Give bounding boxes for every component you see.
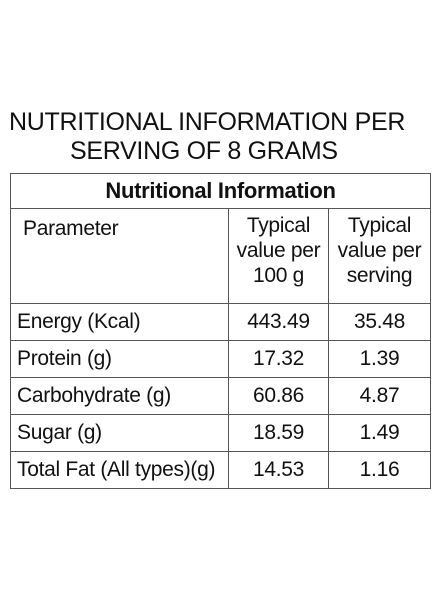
header-per-serving-line: serving [346,264,413,287]
table-row: Energy (Kcal) 443.49 35.48 [10,303,432,341]
row-per-100g: 17.32 [228,340,329,378]
table-row: Sugar (g) 18.59 1.49 [10,414,432,452]
row-per-serving: 4.87 [327,377,432,415]
row-per-100g: 60.86 [228,377,329,415]
header-per-serving-line: Typical [347,214,412,237]
row-name: Carbohydrate (g) [10,377,229,415]
page-heading: NUTRITIONAL INFORMATION PER SERVING OF 8… [0,108,442,166]
heading-line-1: NUTRITIONAL INFORMATION PER [9,108,406,136]
row-name: Sugar (g) [10,414,229,452]
header-per-100g-line: 100 g [252,264,305,287]
row-per-100g: 443.49 [228,303,329,341]
header-per-100g: Typical value per 100 g [228,208,329,304]
header-parameter: Parameter [10,208,229,304]
row-per-serving: 1.16 [327,451,432,489]
header-per-100g-line: Typical [246,214,311,237]
table-title: Nutritional Information [9,173,432,209]
table-row: Carbohydrate (g) 60.86 4.87 [10,377,432,415]
row-per-100g: 14.53 [228,451,329,489]
row-per-serving: 1.49 [327,414,432,452]
row-name: Protein (g) [10,340,229,378]
row-name: Energy (Kcal) [10,303,229,341]
header-per-serving: Typical value per serving [327,208,432,304]
row-name: Total Fat (All types)(g) [10,451,229,489]
header-per-100g-line: value per [236,239,321,262]
row-per-serving: 35.48 [327,303,432,341]
row-per-serving: 1.39 [327,340,432,378]
header-per-serving-line: value per [337,239,422,262]
nutrition-table: Nutritional Information Parameter Typica… [9,173,432,489]
table-row: Total Fat (All types)(g) 14.53 1.16 [10,451,432,489]
row-per-100g: 18.59 [228,414,329,452]
table-row: Protein (g) 17.32 1.39 [10,340,432,378]
heading-line-2: SERVING OF 8 GRAMS [70,137,338,165]
